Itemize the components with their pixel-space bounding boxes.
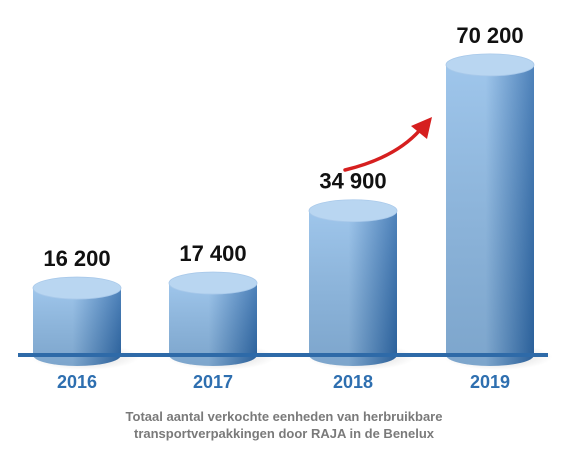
chart-caption-line-2: transportverpakkingen door RAJA in de Be… bbox=[133, 426, 435, 441]
bar-top-cap bbox=[308, 199, 398, 223]
bar-top-cap bbox=[445, 53, 535, 77]
labels-group: 16 200 2016 17 400 2017 34 900 2018 70 200 2019 bbox=[43, 23, 523, 392]
bar-shading bbox=[309, 210, 397, 366]
x-tick-label: 2018 bbox=[333, 372, 373, 392]
bar-top-cap bbox=[32, 276, 122, 300]
bars-group bbox=[30, 53, 553, 370]
bar-shading bbox=[446, 64, 534, 366]
chart-caption-line-1: Totaal aantal verkochte eenheden van her… bbox=[125, 409, 443, 424]
bar-shading bbox=[169, 283, 257, 366]
growth-arrow-icon bbox=[343, 117, 432, 172]
bar-top-cap bbox=[168, 271, 258, 295]
value-label: 16 200 bbox=[43, 246, 110, 271]
value-label: 70 200 bbox=[456, 23, 523, 48]
x-tick-label: 2016 bbox=[57, 372, 97, 392]
x-tick-label: 2017 bbox=[193, 372, 233, 392]
value-label: 17 400 bbox=[179, 241, 246, 266]
x-tick-label: 2019 bbox=[470, 372, 510, 392]
value-label: 34 900 bbox=[319, 169, 386, 194]
bar-shading bbox=[33, 288, 121, 366]
